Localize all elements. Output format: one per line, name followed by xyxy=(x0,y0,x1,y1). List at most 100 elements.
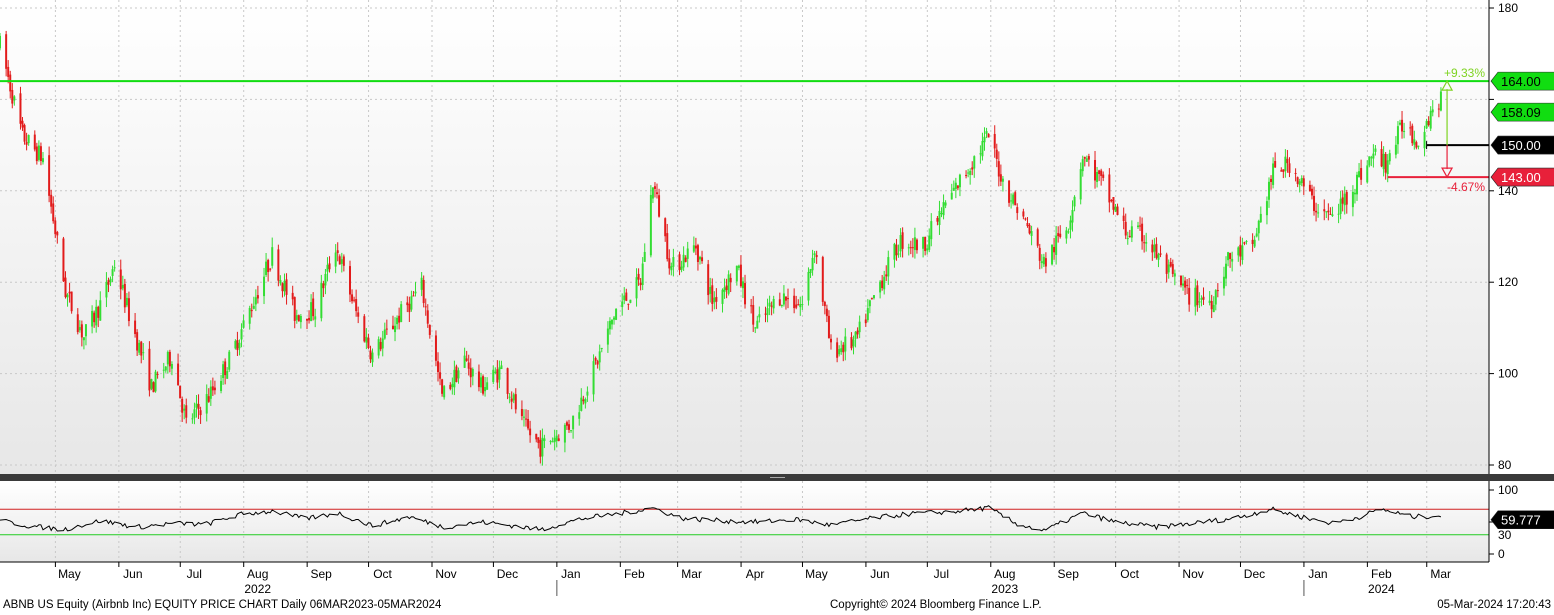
candle-up xyxy=(610,319,613,325)
candle-up xyxy=(549,440,552,442)
candle-down xyxy=(5,34,8,69)
candle-down xyxy=(467,362,470,369)
candle-down xyxy=(1116,206,1119,215)
rsi-last-value-tag-label: 59.777 xyxy=(1501,513,1541,528)
candle-up xyxy=(125,297,128,306)
candle-down xyxy=(684,257,687,262)
candle-up xyxy=(479,377,482,388)
candle-up xyxy=(1284,156,1287,171)
candle-up xyxy=(737,265,740,268)
candle-up xyxy=(1198,301,1201,303)
candle-up xyxy=(113,267,116,269)
candle-down xyxy=(770,305,773,307)
candle-down xyxy=(997,161,1000,177)
candle-down xyxy=(993,133,996,149)
candle-up xyxy=(1227,252,1230,261)
candle-down xyxy=(168,351,171,367)
candle-up xyxy=(1126,238,1129,240)
candle-down xyxy=(637,273,640,280)
candle-up xyxy=(780,304,783,306)
candle-up xyxy=(170,363,173,369)
candle-up xyxy=(1259,213,1262,223)
candle-up xyxy=(500,365,503,370)
candle-down xyxy=(1327,210,1330,213)
candle-down xyxy=(1210,301,1213,310)
candle-up xyxy=(930,221,933,240)
candle-up xyxy=(768,302,771,307)
candle-down xyxy=(269,268,272,270)
candle-down xyxy=(76,314,79,333)
candle-down xyxy=(778,299,781,306)
candle-down xyxy=(123,283,126,308)
candle-up xyxy=(183,408,186,411)
candle-up xyxy=(1073,196,1076,207)
candle-up xyxy=(1413,139,1416,145)
candle-down xyxy=(281,283,284,292)
candle-up xyxy=(766,308,769,316)
candle-down xyxy=(134,320,137,334)
candle-down xyxy=(911,247,914,249)
candle-up xyxy=(727,274,730,294)
candle-down xyxy=(1087,156,1090,160)
candle-up xyxy=(410,296,413,310)
candle-down xyxy=(510,398,513,402)
price-plot-background xyxy=(0,0,1489,474)
candle-down xyxy=(535,433,538,440)
candle-up xyxy=(222,364,225,379)
candle-up xyxy=(940,213,943,215)
candle-up xyxy=(1298,181,1301,185)
month-label: Jun xyxy=(870,567,889,581)
candle-up xyxy=(606,328,609,345)
candle-up xyxy=(191,418,194,420)
candle-down xyxy=(821,257,824,302)
candle-down xyxy=(694,245,697,249)
candle-down xyxy=(422,279,425,304)
candle-up xyxy=(1331,214,1334,217)
candle-down xyxy=(711,285,714,304)
candle-down xyxy=(1108,174,1111,203)
candle-down xyxy=(1239,244,1242,257)
candle-down xyxy=(901,232,904,249)
candle-up xyxy=(283,280,286,292)
candle-down xyxy=(557,438,560,441)
candle-down xyxy=(1329,213,1332,215)
candle-up xyxy=(95,306,98,326)
candle-down xyxy=(797,304,800,306)
candle-up xyxy=(486,382,489,390)
candle-up xyxy=(621,301,624,308)
candle-up xyxy=(586,391,589,396)
candle-down xyxy=(881,280,884,289)
candle-down xyxy=(348,266,351,295)
candle-down xyxy=(80,324,83,338)
month-label: Mar xyxy=(1430,567,1451,581)
candle-down xyxy=(1016,207,1019,214)
month-label: Nov xyxy=(1182,567,1203,581)
candle-up xyxy=(443,386,446,398)
candle-down xyxy=(582,399,585,402)
candle-down xyxy=(539,439,542,457)
candle-down xyxy=(308,317,311,321)
candle-down xyxy=(93,312,96,323)
candle-up xyxy=(271,247,274,266)
candle-up xyxy=(854,331,857,339)
candle-up xyxy=(893,243,896,260)
candle-down xyxy=(1186,284,1189,286)
year-label: 2024 xyxy=(1368,582,1395,596)
candle-down xyxy=(181,398,184,413)
candle-down xyxy=(23,125,26,142)
candle-up xyxy=(938,210,941,225)
candle-down xyxy=(842,344,845,353)
candle-up xyxy=(498,367,501,380)
candle-down xyxy=(455,366,458,382)
candle-up xyxy=(142,352,145,354)
month-label: Aug xyxy=(994,567,1015,581)
candle-up xyxy=(457,370,460,379)
candle-up xyxy=(1079,169,1082,200)
candle-up xyxy=(979,153,982,155)
candle-up xyxy=(205,394,208,414)
candle-up xyxy=(651,187,654,199)
month-label: May xyxy=(58,567,81,581)
candle-down xyxy=(1345,192,1348,205)
candle-up xyxy=(879,281,882,293)
candle-down xyxy=(987,133,990,138)
